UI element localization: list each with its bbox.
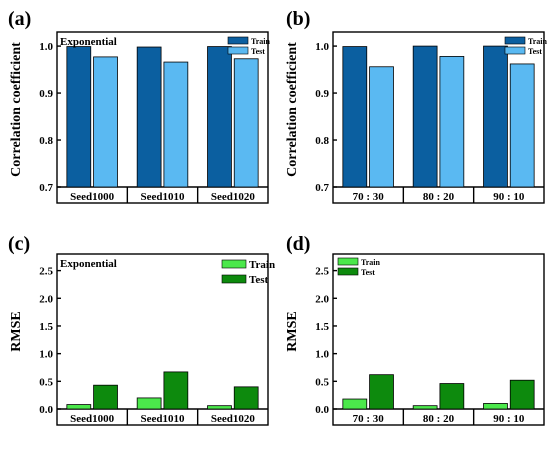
- bar-train-2: [207, 46, 232, 188]
- bar-test-1: [439, 383, 465, 410]
- category-label: Seed1000: [70, 413, 115, 425]
- bar-train-0: [342, 46, 368, 188]
- chart-panel-d: (d) RMSE 0.0 0.5 1.0 1.5 2.0 2.5 70 : 30 80 : 20 9…: [285, 233, 545, 426]
- y-tick-label: 1.0: [315, 349, 329, 361]
- legend-swatch-test: [227, 46, 249, 55]
- category-label: 90 : 10: [493, 191, 525, 203]
- bar-test-2: [509, 379, 535, 410]
- y-tick-label: 0.8: [315, 135, 329, 147]
- y-tick-label: 0.0: [315, 404, 329, 416]
- category-label: Seed1010: [141, 413, 186, 425]
- plot-frame: [332, 253, 545, 426]
- bar-train-2: [483, 45, 508, 188]
- y-tick-label: 2.5: [39, 266, 53, 278]
- y-axis-label: RMSE: [9, 311, 24, 351]
- bar-train-0: [66, 404, 92, 410]
- chart-panel-a: (a) Correlation coefficient 0.7 0.8 0.9 1.0 Se…: [8, 8, 271, 204]
- legend-label-train: Train: [251, 37, 271, 46]
- legend-swatch-train: [227, 36, 249, 45]
- legend-label-test: Test: [361, 268, 375, 277]
- chart-panel-b: (b) Correlation coefficient 0.7 0.8 0.9 1.0 70…: [285, 8, 548, 204]
- bar-train-1: [136, 397, 162, 410]
- y-tick-label: 0.5: [39, 376, 53, 388]
- y-tick-label: 2.5: [315, 266, 329, 278]
- y-tick-label: 1.5: [39, 321, 53, 333]
- y-tick-label: 0.9: [39, 88, 53, 100]
- plot-frame: [56, 31, 269, 204]
- legend-swatch-test: [504, 46, 526, 55]
- bar-train-1: [136, 46, 162, 188]
- legend-label-train: Train: [528, 37, 548, 46]
- category-label: 70 : 30: [353, 413, 385, 425]
- bar-test-2: [509, 63, 535, 188]
- panel-label: (b): [286, 8, 310, 30]
- y-tick-label: 1.0: [315, 41, 329, 53]
- bar-test-0: [93, 56, 118, 188]
- y-tick-label: 0.8: [39, 135, 53, 147]
- category-label: 80 : 20: [423, 191, 455, 203]
- category-label: 70 : 30: [353, 191, 385, 203]
- y-tick-label: 0.0: [39, 404, 53, 416]
- legend-swatch-train: [221, 259, 247, 269]
- y-tick-label: 1.0: [39, 41, 53, 53]
- bar-test-1: [163, 371, 189, 410]
- legend-label-train: Train: [361, 258, 381, 267]
- legend: Train Test: [221, 259, 275, 286]
- bar-train-2: [483, 403, 508, 410]
- y-tick-label: 0.7: [39, 182, 53, 194]
- plot-frame: [332, 31, 545, 204]
- bar-train-1: [412, 45, 438, 188]
- bar-test-0: [369, 374, 394, 410]
- category-label: Seed1000: [70, 191, 115, 203]
- annotation-text: Exponential: [60, 36, 117, 48]
- y-tick-label: 2.0: [39, 293, 53, 305]
- category-label: Seed1020: [211, 413, 256, 425]
- y-tick-label: 1.0: [39, 349, 53, 361]
- bar-train-1: [412, 405, 438, 410]
- bar-train-0: [342, 398, 368, 410]
- legend-label-train: Train: [249, 259, 275, 271]
- bar-test-0: [93, 384, 118, 410]
- legend-label-test: Test: [251, 47, 265, 56]
- legend-swatch-train: [504, 36, 526, 45]
- category-label: 80 : 20: [423, 413, 455, 425]
- panel-label: (d): [286, 233, 310, 255]
- bar-test-2: [233, 58, 259, 188]
- category-label: Seed1020: [211, 191, 256, 203]
- bar-test-1: [439, 56, 465, 188]
- y-tick-label: 0.7: [315, 182, 329, 194]
- chart-panel-c: (c) RMSE 0.0 0.5 1.0 1.5 2.0 2.5 Seed1000 Seed101…: [8, 233, 275, 426]
- panel-label: (c): [8, 233, 30, 255]
- legend-label-test: Test: [249, 274, 268, 286]
- bar-test-0: [369, 66, 394, 188]
- y-tick-label: 1.5: [315, 321, 329, 333]
- panel-label: (a): [8, 8, 31, 30]
- y-axis-label: Correlation coefficient: [285, 42, 300, 177]
- bar-test-1: [163, 61, 189, 188]
- y-axis-label: Correlation coefficient: [9, 42, 24, 177]
- y-tick-label: 0.5: [315, 376, 329, 388]
- annotation-text: Exponential: [60, 258, 117, 270]
- y-tick-label: 0.9: [315, 88, 329, 100]
- bar-train-2: [207, 405, 232, 410]
- y-axis-label: RMSE: [285, 311, 300, 351]
- legend-label-test: Test: [528, 47, 542, 56]
- bar-test-2: [233, 386, 259, 410]
- legend-swatch-test: [221, 274, 247, 284]
- legend-swatch-test: [337, 267, 359, 276]
- plot-frame: [56, 253, 269, 426]
- category-label: 90 : 10: [493, 413, 525, 425]
- category-label: Seed1010: [141, 191, 186, 203]
- bar-train-0: [66, 46, 92, 188]
- legend-swatch-train: [337, 257, 359, 266]
- y-tick-label: 2.0: [315, 293, 329, 305]
